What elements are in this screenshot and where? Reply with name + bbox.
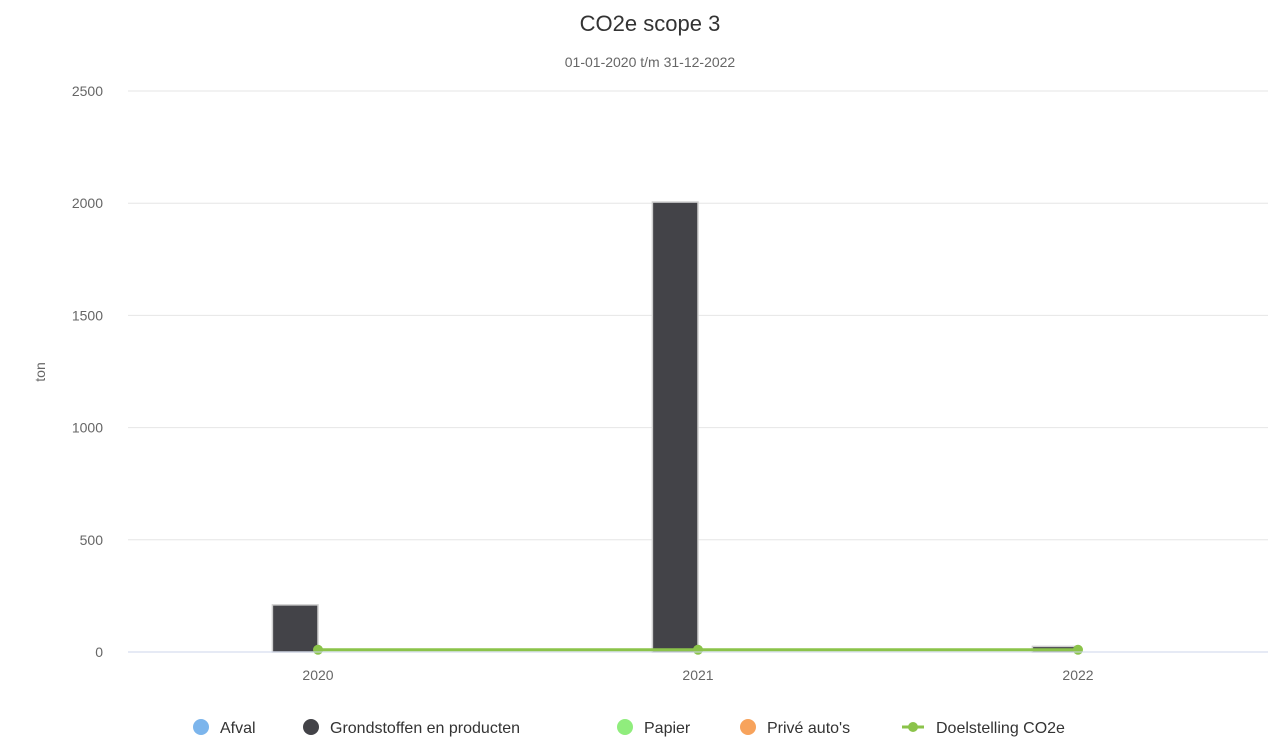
x-tick-label: 2020 — [302, 667, 333, 683]
legend-symbol — [617, 719, 633, 735]
legend-label: Papier — [644, 720, 691, 737]
y-tick-label: 2500 — [72, 83, 103, 99]
point-doelstelling-co2e-2021 — [693, 644, 703, 655]
point-doelstelling-co2e-2020 — [313, 644, 323, 655]
axis-layer: 0 500 1000 1500 2000 2500 2020 2021 2022 — [72, 83, 1268, 683]
y-tick-label: 500 — [80, 532, 104, 548]
legend-symbol — [303, 719, 319, 735]
legend-symbol — [193, 719, 209, 735]
bar-grondstoffen-en-producten-2021 — [651, 201, 699, 653]
legend-label: Privé auto's — [767, 720, 850, 737]
x-tick-label: 2022 — [1062, 667, 1093, 683]
legend-item-doelstelling-co2e: Doelstelling CO2e — [902, 720, 1065, 737]
x-tick-label: 2021 — [682, 667, 713, 683]
legend-symbol — [740, 719, 756, 735]
chart-title: CO2e scope 3 — [580, 11, 721, 36]
legend: Afval Grondstoffen en producten Papier Priv… — [193, 719, 1065, 737]
bar-layer — [271, 201, 1079, 653]
legend-label: Afval — [220, 720, 256, 737]
legend-item-papier: Papier — [617, 719, 691, 737]
legend-label: Doelstelling CO2e — [936, 720, 1065, 737]
legend-item-afval: Afval — [193, 719, 256, 737]
legend-item-priv-auto-s: Privé auto's — [740, 719, 850, 737]
legend-label: Grondstoffen en producten — [330, 720, 520, 737]
y-tick-label: 2000 — [72, 195, 103, 211]
bar-grondstoffen-en-producten-2020 — [271, 604, 319, 653]
line-layer — [313, 644, 1083, 655]
chart-subtitle: 01-01-2020 t/m 31-12-2022 — [565, 54, 736, 70]
point-doelstelling-co2e-2022 — [1073, 644, 1083, 655]
y-tick-label: 1000 — [72, 420, 103, 436]
y-tick-label: 0 — [95, 644, 103, 660]
y-axis-label: ton — [32, 362, 48, 381]
y-tick-label: 1500 — [72, 307, 103, 323]
legend-line-marker — [908, 722, 918, 732]
legend-item-grondstoffen-en-producten: Grondstoffen en producten — [303, 719, 520, 737]
